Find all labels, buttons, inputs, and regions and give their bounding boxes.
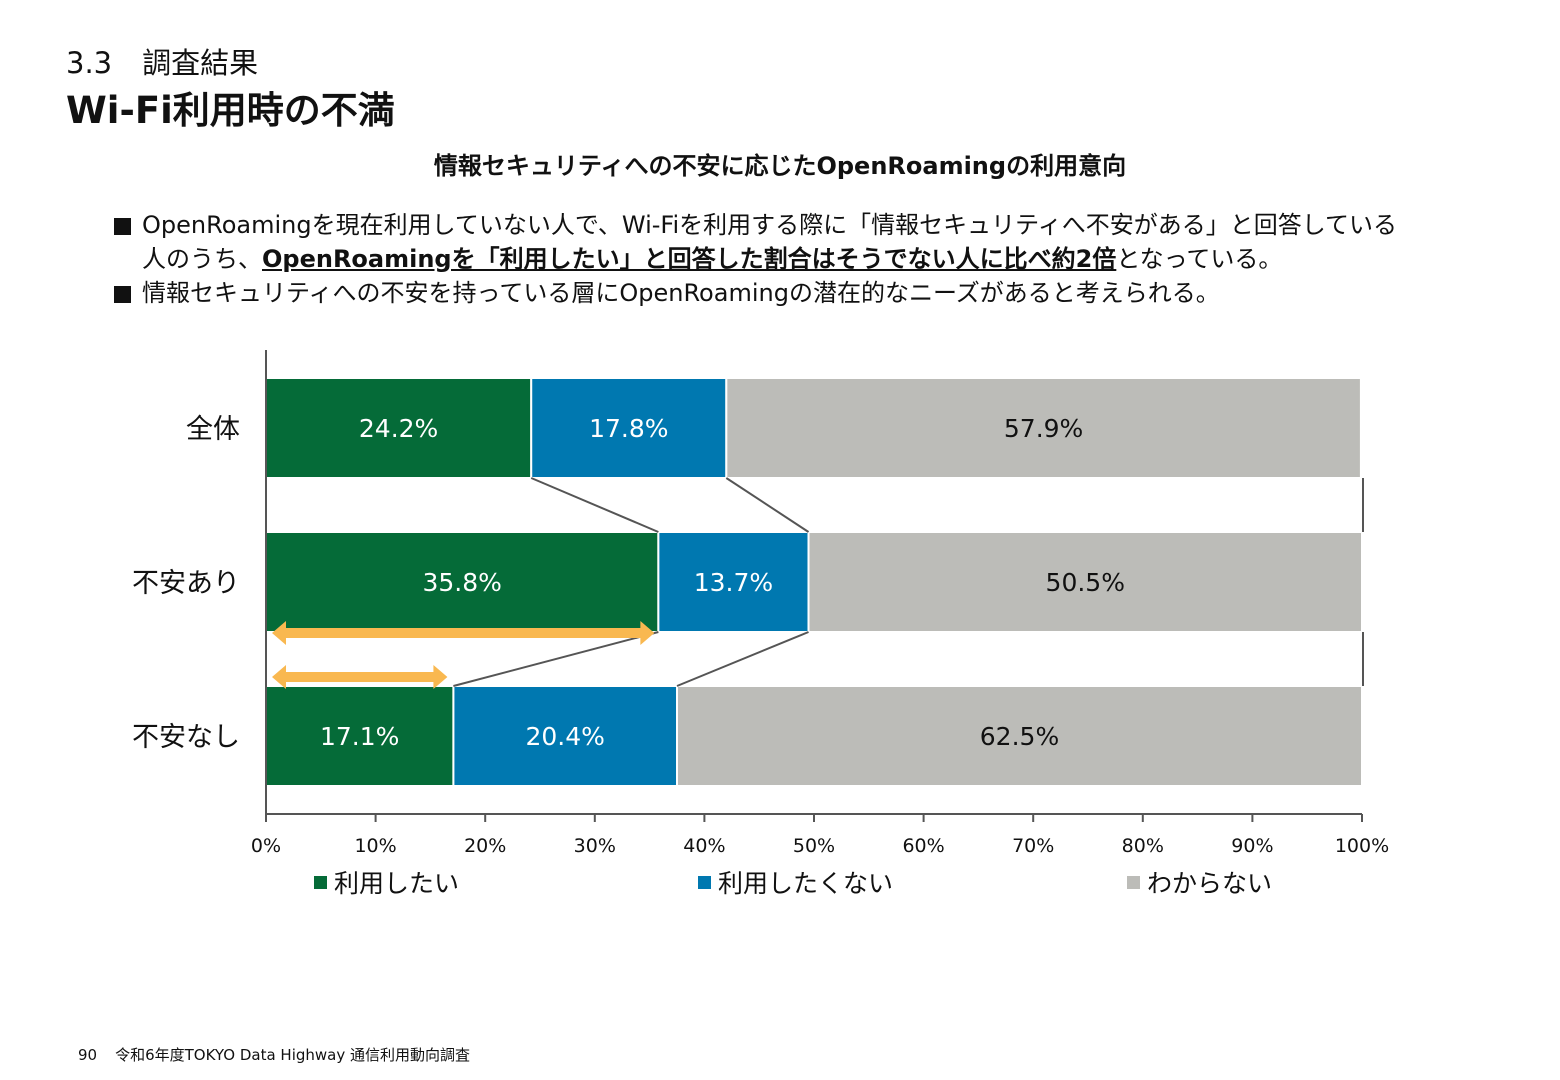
x-tick-label: 10% [354, 835, 396, 857]
comparison-arrow-anxious [272, 621, 655, 645]
x-tick-label: 20% [464, 835, 506, 857]
x-tick-label: 0% [251, 835, 281, 857]
bullet-text: OpenRoamingを現在利用していない人で、Wi-Fiを利用する際に「情報セ… [142, 211, 1397, 273]
chart-title: 情報セキュリティへの不安に応じたOpenRoamingの利用意向 [433, 152, 1127, 180]
page-title: Wi-Fi利用時の不満 [66, 89, 395, 132]
x-tick-label: 100% [1335, 835, 1389, 857]
summary-bullets: OpenRoamingを現在利用していない人で、Wi-Fiを利用する際に「情報セ… [114, 208, 1414, 310]
category-label: 不安あり [132, 568, 240, 599]
bullet-item: 情報セキュリティへの不安を持っている層にOpenRoamingの潜在的なニーズが… [114, 276, 1414, 310]
bullet-text-end: となっている。 [1116, 245, 1283, 273]
legend-label: わからない [1147, 869, 1272, 898]
x-tick-label: 50% [793, 835, 835, 857]
bullet-square-icon [114, 218, 131, 235]
bullet-item: OpenRoamingを現在利用していない人で、Wi-Fiを利用する際に「情報セ… [114, 208, 1414, 276]
series-connector-line [676, 631, 809, 687]
legend-swatch [314, 876, 327, 889]
x-tick-label: 90% [1231, 835, 1273, 857]
category-label: 全体 [186, 414, 240, 445]
data-label: 24.2% [359, 414, 438, 443]
footer-source: 令和6年度TOKYO Data Highway 通信利用動向調査 [115, 1046, 470, 1064]
section-number: 3.3 [66, 46, 113, 80]
series-connector-line [530, 477, 659, 533]
data-label: 13.7% [694, 568, 773, 597]
bullet-emphasis: OpenRoamingを「利用したい」と回答した割合はそうでない人に比べ約2倍 [262, 245, 1117, 273]
data-label: 17.1% [320, 722, 399, 751]
series-connector-line [453, 631, 659, 687]
x-tick-label: 70% [1012, 835, 1054, 857]
section-heading: 3.3 調査結果 [66, 40, 258, 82]
bar-segment [725, 377, 1362, 479]
legend-label: 利用したい [334, 869, 459, 898]
bar-segment [530, 377, 728, 479]
legend-swatch [698, 876, 711, 889]
data-label: 57.9% [1004, 414, 1083, 443]
data-label: 17.8% [589, 414, 668, 443]
legend-swatch [1127, 876, 1140, 889]
data-label: 50.5% [1046, 568, 1125, 597]
page-number: 90 [78, 1046, 98, 1064]
legend-label: 利用したくない [718, 869, 893, 898]
data-label: 62.5% [980, 722, 1059, 751]
section-title: 調査結果 [142, 46, 259, 80]
comparison-arrow-not-anxious [272, 665, 448, 689]
x-tick-label: 40% [683, 835, 725, 857]
x-tick-label: 60% [902, 835, 944, 857]
x-tick-label: 80% [1122, 835, 1164, 857]
bar-segment [657, 531, 810, 633]
category-label: 不安なし [132, 722, 240, 753]
bar-segment [265, 685, 455, 787]
bar-segment [676, 685, 1363, 787]
data-label: 35.8% [422, 568, 501, 597]
bullet-text: 情報セキュリティへの不安を持っている層にOpenRoamingの潜在的なニーズが… [142, 279, 1220, 307]
bullet-square-icon [114, 286, 131, 303]
footer: 90 令和6年度TOKYO Data Highway 通信利用動向調査 [78, 1044, 470, 1065]
x-tick-label: 30% [574, 835, 616, 857]
data-label: 20.4% [525, 722, 604, 751]
bar-segment [807, 531, 1363, 633]
series-connector-line [725, 477, 810, 533]
